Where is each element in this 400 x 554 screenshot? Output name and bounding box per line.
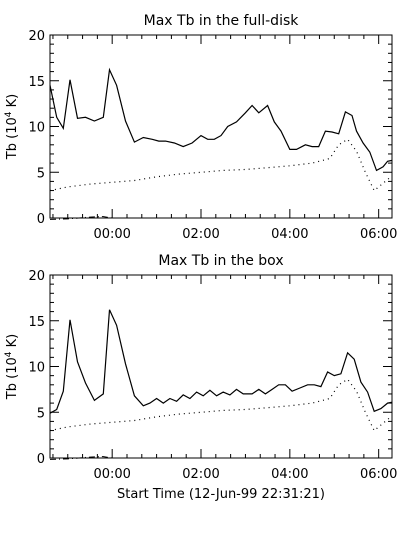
panel-box: Max Tb in the box 0 5 10 15 20 00:00 02:00 04:00…	[4, 253, 397, 502]
y-tick-label: 15	[28, 75, 45, 90]
x-tick-label: 02:00	[182, 227, 219, 242]
y-tick-label: 10	[28, 361, 45, 376]
y-tick-label: 15	[28, 315, 45, 330]
y-tick-label: 20	[28, 269, 45, 284]
x-tick-label: 00:00	[93, 227, 130, 242]
x-tick-label: 00:00	[93, 467, 130, 482]
x-tick-label: 04:00	[271, 227, 308, 242]
chart-title: Max Tb in the full-disk	[144, 13, 300, 29]
x-tick-label: 04:00	[271, 467, 308, 482]
y-axis-label: Tb (104 K)	[4, 94, 20, 160]
plot-frame	[49, 274, 393, 459]
y-tick-label: 10	[28, 121, 45, 136]
chart-title: Max Tb in the box	[158, 253, 283, 269]
series-line-dashdot	[49, 216, 392, 220]
series-line-solid	[49, 309, 393, 414]
x-tick-label: 02:00	[182, 467, 219, 482]
x-tick-label: 06:00	[360, 467, 397, 482]
x-axis-label: Start Time (12-Jun-99 22:31:21)	[117, 487, 325, 502]
y-axis-label: Tb (104 K)	[4, 334, 20, 400]
y-tick-label: 0	[37, 212, 45, 227]
x-tick-label: 06:00	[360, 227, 397, 242]
series-line-solid	[49, 67, 393, 172]
y-tick-label: 20	[28, 29, 45, 44]
series-line-dashdot	[49, 456, 392, 460]
y-tick-label: 0	[37, 452, 45, 467]
y-tick-label: 5	[37, 166, 45, 181]
series-line-dotted	[49, 138, 393, 192]
panel-full-disk: Max Tb in the full-disk 0 5 10 15 20 00:00 02:0…	[4, 13, 397, 242]
y-tick-label: 5	[37, 406, 45, 421]
series-line-dotted	[49, 378, 393, 432]
